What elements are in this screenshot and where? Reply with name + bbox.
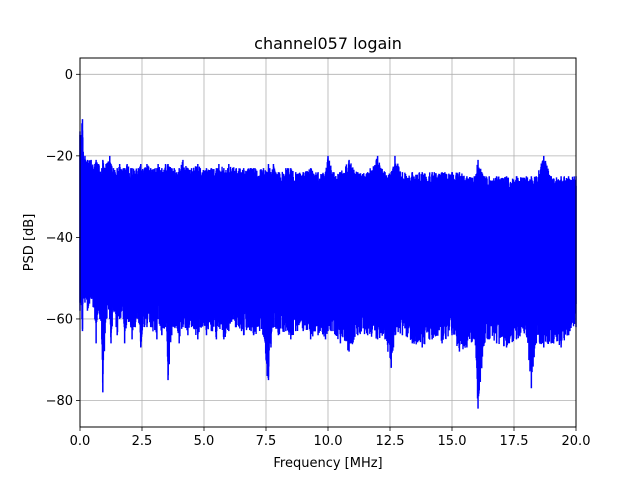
x-tick-label: 0.0	[70, 434, 91, 449]
y-tick-label: −60	[46, 312, 73, 327]
y-tick-label: −40	[46, 231, 73, 246]
x-axis-label: Frequency [MHz]	[273, 456, 382, 471]
x-axis-ticks: 0.0 2.5 5.0 7.5 10.0 12.5 15.0 17.5 20.0	[70, 427, 591, 449]
x-tick-label: 15.0	[438, 434, 467, 449]
x-tick-label: 2.5	[132, 434, 153, 449]
y-tick-label: −80	[46, 394, 73, 409]
x-tick-label: 17.5	[500, 434, 529, 449]
y-tick-label: −20	[46, 149, 73, 164]
plot-line	[79, 119, 577, 409]
y-tick-label: 0	[65, 68, 73, 83]
x-tick-label: 20.0	[562, 434, 591, 449]
chart-title: channel057 logain	[254, 34, 402, 53]
x-tick-label: 5.0	[194, 434, 215, 449]
y-axis-label: PSD [dB]	[22, 214, 37, 272]
y-axis-ticks: 0 −20 −40 −60 −80	[46, 68, 80, 409]
x-tick-label: 10.0	[314, 434, 343, 449]
x-tick-label: 7.5	[256, 434, 277, 449]
x-tick-label: 12.5	[376, 434, 405, 449]
